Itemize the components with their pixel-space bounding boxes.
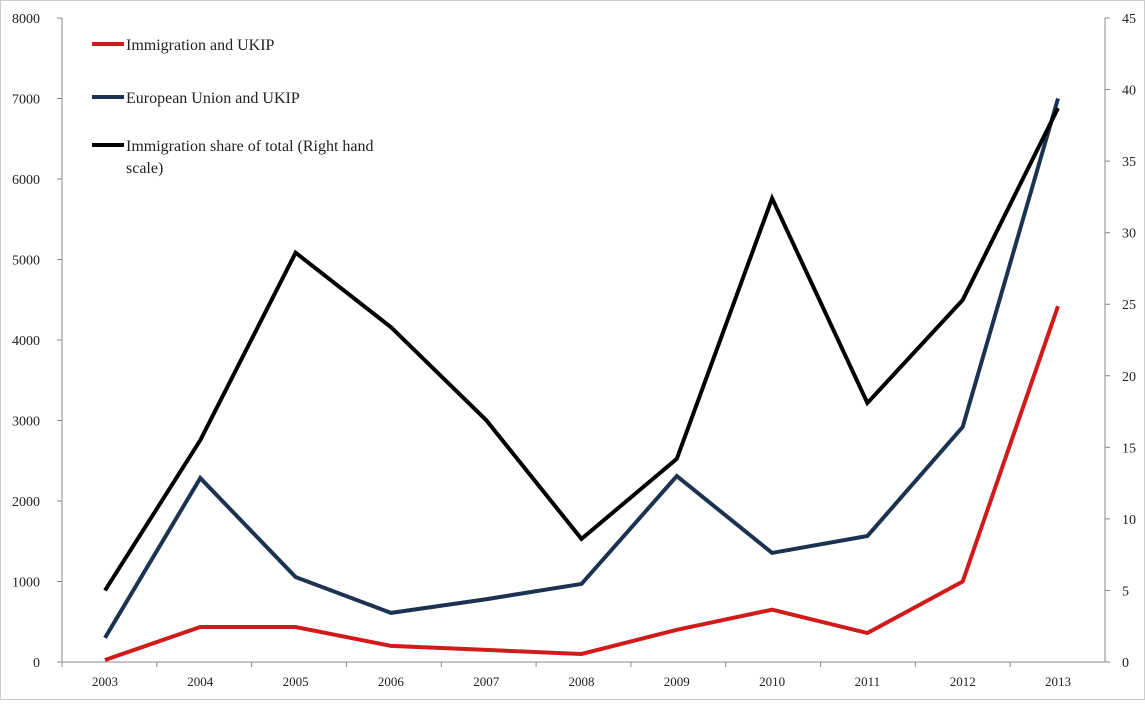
- x-tick-label: 2006: [378, 674, 405, 689]
- x-tick-label: 2010: [759, 674, 785, 689]
- left-tick-label: 5000: [12, 254, 40, 269]
- left-tick-label: 2000: [12, 495, 40, 510]
- right-tick-label: 35: [1122, 155, 1136, 170]
- right-tick-label: 30: [1122, 227, 1136, 242]
- legend-label: Immigration share of total (Right hand sc…: [126, 138, 374, 177]
- right-tick-label: 20: [1122, 370, 1136, 385]
- right-tick-label: 15: [1122, 441, 1136, 456]
- x-tick-label: 2005: [283, 674, 309, 689]
- x-tick-label: 2008: [569, 674, 595, 689]
- legend-label: European Union and UKIP: [126, 90, 300, 107]
- right-tick-label: 5: [1122, 584, 1129, 599]
- x-tick-label: 2013: [1045, 674, 1071, 689]
- x-tick-label: 2007: [473, 674, 500, 689]
- right-tick-label: 40: [1122, 84, 1136, 99]
- left-tick-label: 4000: [12, 334, 40, 349]
- left-tick-label: 0: [33, 656, 40, 671]
- series-line-0: [104, 305, 1060, 662]
- left-tick-label: 7000: [12, 93, 40, 108]
- left-tick-label: 1000: [12, 576, 40, 591]
- series-line-1: [103, 97, 1060, 639]
- right-tick-label: 45: [1122, 12, 1136, 27]
- x-tick-label: 2011: [855, 674, 881, 689]
- x-tick-label: 2003: [92, 674, 118, 689]
- legend-label: Immigration and UKIP: [126, 37, 275, 54]
- x-tick-label: 2012: [950, 674, 976, 689]
- right-tick-label: 10: [1122, 513, 1136, 528]
- right-tick-label: 0: [1122, 656, 1129, 671]
- series-line-2: [103, 107, 1060, 592]
- right-tick-label: 25: [1122, 298, 1136, 313]
- x-tick-label: 2009: [664, 674, 690, 689]
- left-tick-label: 6000: [12, 173, 40, 188]
- x-tick-label: 2004: [187, 674, 214, 689]
- left-tick-label: 3000: [12, 415, 40, 430]
- left-tick-label: 8000: [12, 12, 40, 27]
